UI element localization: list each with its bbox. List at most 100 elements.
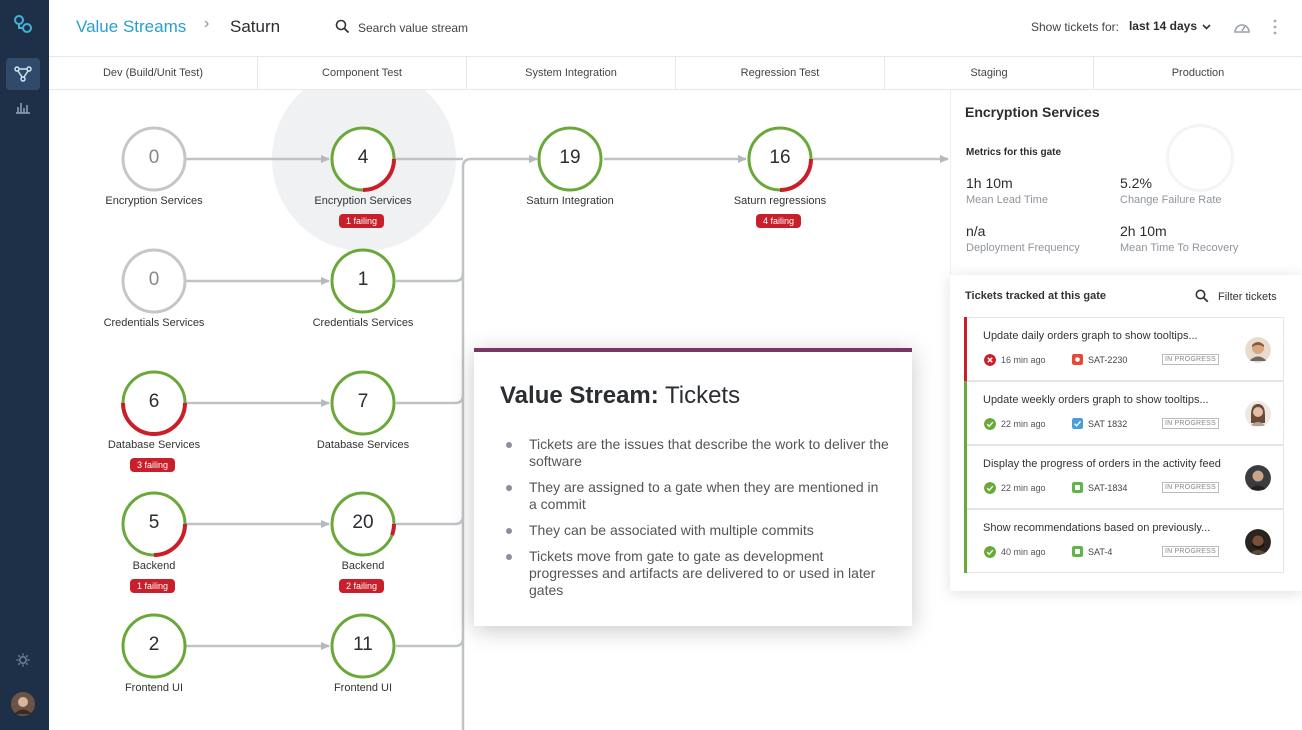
failing-badge: 3 failing [130, 458, 176, 472]
callout-bullet: Tickets are the issues that describe the… [504, 436, 889, 470]
ticket-state-badge: IN PROGRESS [1162, 546, 1219, 557]
stage-component-test: Component Test [258, 57, 467, 89]
gate-comp-credentials[interactable] [330, 248, 396, 314]
graph-canvas [121, 90, 949, 730]
ticket-time: 22 min ago [1001, 419, 1046, 429]
mttr-label: Mean Time To Recovery [1120, 242, 1239, 254]
callout-bullet: They can be associated with multiple com… [504, 522, 889, 539]
assignee-avatar [1245, 401, 1271, 427]
callout-bullet: Tickets move from gate to gate as develo… [504, 548, 889, 599]
gate-system-integration[interactable] [537, 126, 603, 192]
user-avatar[interactable] [6, 688, 40, 720]
failing-arc [153, 523, 187, 557]
failing-badge: 2 failing [339, 579, 385, 593]
ticket-state-badge: IN PROGRESS [1162, 418, 1219, 429]
gate-label: Saturn Integration [526, 195, 614, 207]
ticket-status-accent [964, 445, 967, 509]
gate-value: 11 [353, 634, 373, 655]
avatar-icon [11, 692, 35, 716]
gate-dev-encryption[interactable] [121, 126, 187, 192]
gate-label: Credentials Services [312, 317, 414, 329]
chevron-down-icon[interactable] [1202, 24, 1211, 30]
ticket-title: Update daily orders graph to show toolti… [983, 330, 1198, 342]
left-nav [0, 0, 49, 730]
deploy-frequency-value: n/a [966, 223, 986, 239]
stage-system-integration: System Integration [467, 57, 676, 89]
ticket-title: Update weekly orders graph to show toolt… [983, 394, 1209, 406]
assignee-avatar [1245, 337, 1271, 363]
gate-dev-credentials[interactable] [121, 248, 187, 314]
gate-comp-frontend[interactable] [330, 613, 396, 679]
nav-reports[interactable] [6, 91, 40, 123]
failing-badge: 1 failing [130, 579, 176, 593]
search-icon[interactable] [1195, 289, 1209, 303]
ticket-card[interactable]: Display the progress of orders in the ac… [964, 445, 1284, 509]
gate-label: Saturn regressions [733, 195, 827, 207]
ticket-state-badge: IN PROGRESS [1162, 482, 1219, 493]
ticket-time: 16 min ago [1001, 355, 1046, 365]
date-range-select[interactable]: last 14 days [1128, 19, 1197, 33]
breadcrumb-value-streams[interactable]: Value Streams [76, 17, 187, 36]
gate-value: 7 [357, 391, 369, 412]
ticket-card[interactable]: Show recommendations based on previously… [964, 509, 1284, 573]
gate-value: 16 [769, 147, 791, 168]
ticket-id[interactable]: SAT-1834 [1088, 483, 1128, 493]
passed-status-icon [984, 418, 996, 430]
ticket-status-accent [964, 317, 967, 381]
ticket-status-accent [964, 381, 967, 445]
search-input[interactable] [358, 17, 558, 39]
failing-arc [390, 523, 397, 536]
ticket-card[interactable]: Update daily orders graph to show toolti… [964, 317, 1284, 381]
gauge-icon[interactable] [1233, 20, 1251, 34]
ticket-card[interactable]: Update weekly orders graph to show toolt… [964, 381, 1284, 445]
gate-label: Encryption Services [314, 195, 412, 207]
gate-value: 2 [148, 634, 160, 655]
gate-label: Credentials Services [103, 317, 205, 329]
nav-settings[interactable] [6, 644, 40, 676]
tickets-panel: Tickets tracked at this gate Filter tick… [950, 275, 1302, 591]
gate-value: 4 [357, 147, 369, 168]
gate-value: 20 [352, 512, 374, 533]
value-stream-icon [14, 66, 32, 82]
gate-label: Encryption Services [105, 195, 203, 207]
failing-badge: 4 failing [756, 214, 802, 228]
production-gate-ghost [1166, 124, 1234, 192]
failing-arc [779, 158, 813, 192]
more-vertical-icon[interactable] [1273, 19, 1277, 35]
gate-dev-frontend[interactable] [121, 613, 187, 679]
app-logo[interactable] [6, 8, 40, 40]
gear-icon [16, 653, 30, 667]
nav-value-streams[interactable] [6, 58, 40, 90]
gate-label: Frontend UI [124, 682, 184, 694]
lead-time-label: Mean Lead Time [966, 194, 1048, 206]
ticket-state-badge: IN PROGRESS [1162, 354, 1219, 365]
failure-rate-value: 5.2% [1120, 175, 1152, 191]
ticket-id[interactable]: SAT-4 [1088, 547, 1113, 557]
passed-status-icon [984, 546, 996, 558]
story-icon [1072, 482, 1083, 493]
mttr-value: 2h 10m [1120, 223, 1167, 239]
gate-label: Database Services [107, 439, 201, 451]
assignee-avatar [1245, 529, 1271, 555]
gate-value: 0 [148, 147, 160, 168]
bug-icon [1072, 354, 1083, 365]
ticket-id[interactable]: SAT-2230 [1088, 355, 1128, 365]
gate-value: 1 [357, 269, 369, 290]
failing-arc [362, 158, 396, 192]
deploy-frequency-label: Deployment Frequency [966, 242, 1080, 254]
gate-label: Backend [132, 560, 176, 572]
stage-production: Production [1171, 67, 1225, 79]
search-icon[interactable] [335, 19, 350, 34]
tickets-title: Tickets tracked at this gate [965, 290, 1107, 302]
ticket-time: 40 min ago [1001, 547, 1046, 557]
callout-bullet: They are assigned to a gate when they ar… [504, 479, 889, 513]
gate-label: Backend [341, 560, 385, 572]
gate-title: Encryption Services [965, 104, 1100, 120]
filter-tickets-button[interactable]: Filter tickets [1218, 291, 1277, 303]
callout-heading-rest: Tickets [658, 382, 741, 409]
ticket-id[interactable]: SAT 1832 [1088, 419, 1128, 429]
gate-label: Frontend UI [333, 682, 393, 694]
stage-header-bar: Dev (Build/Unit Test) Component Test Sys… [49, 56, 1302, 90]
gate-label: Database Services [316, 439, 410, 451]
gate-comp-database[interactable] [330, 370, 396, 436]
